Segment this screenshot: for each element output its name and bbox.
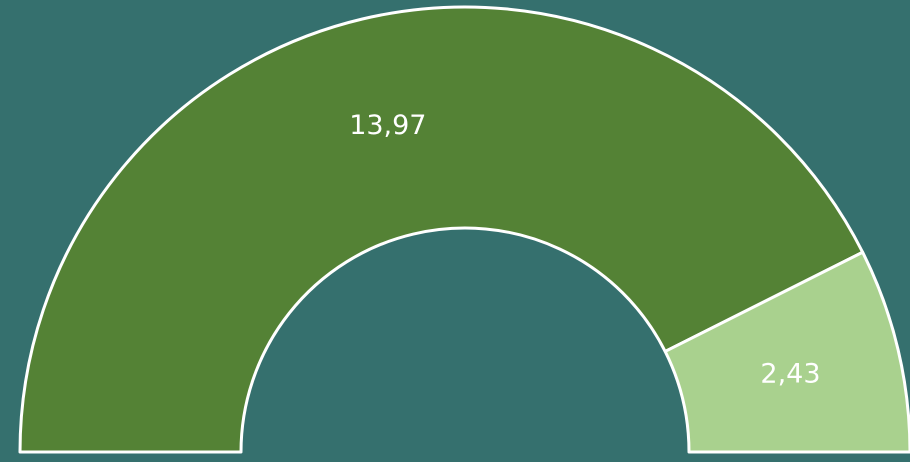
data-label: 13,97 <box>349 110 426 141</box>
segment <box>18 5 865 454</box>
data-label: 2,43 <box>760 358 820 389</box>
